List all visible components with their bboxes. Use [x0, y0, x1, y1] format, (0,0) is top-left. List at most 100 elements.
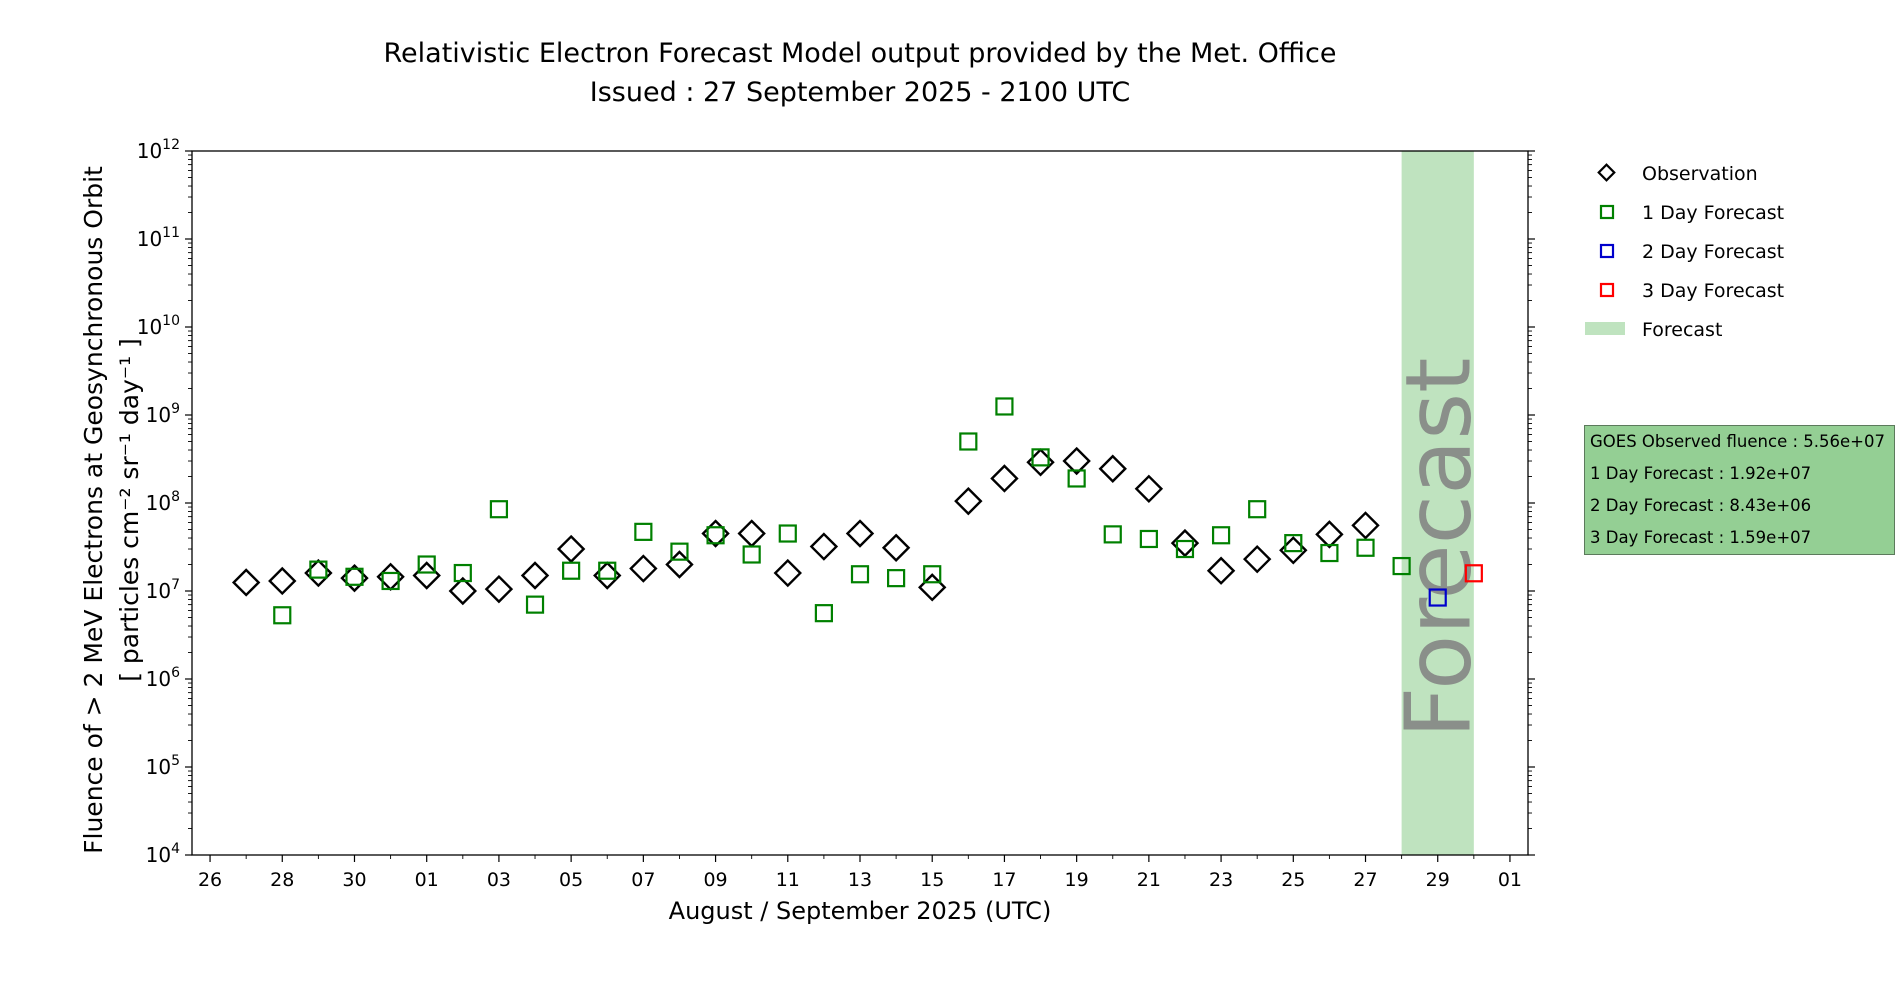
fluence-info-box: GOES Observed fluence : 5.56e+07 1 Day F… [1584, 425, 1895, 555]
y-tick-label: 1011 [137, 225, 180, 251]
observation-point [1206, 556, 1236, 585]
1-day-forecast-point [1356, 538, 1375, 557]
observation-point [629, 554, 658, 583]
x-tick-label: 01 [1498, 869, 1522, 891]
1-day-forecast-point [1139, 529, 1158, 549]
1-day-forecast-point [1211, 526, 1231, 545]
1-day-forecast-point [525, 595, 545, 614]
observation-point [845, 519, 875, 548]
observation-point [448, 576, 478, 606]
observation-point [881, 533, 911, 562]
x-tick-label: 03 [487, 869, 511, 891]
legend-label-1-day-forecast: 1 Day Forecast [1642, 202, 1785, 224]
1-day-forecast-point [995, 397, 1014, 416]
y-tick-label: 104 [146, 841, 180, 867]
info-1-day-forecast: 1 Day Forecast : 1.92e+07 [1590, 464, 1812, 483]
observation-point [231, 568, 261, 597]
observation-point [556, 534, 586, 564]
observation-point [737, 519, 766, 548]
observation-point [773, 558, 802, 588]
y-axis-label-line2: [ particles cm⁻² sr⁻¹ day⁻¹ ] [115, 338, 144, 682]
1-day-forecast-point [345, 567, 364, 586]
1-day-forecast-point [778, 524, 797, 543]
1-day-forecast-point [670, 542, 689, 561]
1-day-forecast-point [562, 561, 581, 580]
x-tick-label: 27 [1353, 869, 1377, 891]
observation-point [1098, 454, 1127, 483]
1-day-forecast-point [453, 563, 472, 583]
observation-point [1315, 520, 1344, 549]
chart-subtitle: Issued : 27 September 2025 - 2100 UTC [589, 77, 1131, 108]
legend-marker-3-day-forecast [1599, 282, 1615, 298]
x-tick-label: 15 [920, 869, 944, 891]
2-day-forecast-point [1428, 588, 1447, 607]
x-tick-label: 30 [342, 869, 366, 891]
info-3-day-forecast: 3 Day Forecast : 1.59e+07 [1590, 528, 1812, 547]
legend-label-3-day-forecast: 3 Day Forecast [1642, 280, 1785, 302]
y-tick-label: 108 [146, 489, 180, 515]
legend-label-observation: Observation [1642, 163, 1758, 185]
1-day-forecast-point [959, 432, 978, 451]
y-tick-label: 105 [146, 753, 180, 779]
info-goes-observed: GOES Observed fluence : 5.56e+07 [1590, 432, 1885, 451]
x-tick-label: 13 [848, 869, 872, 891]
1-day-forecast-point [273, 606, 292, 625]
y-axis-label-line1: Fluence of > 2 MeV Electrons at Geosynch… [79, 166, 108, 854]
1-day-forecast-point [1392, 556, 1411, 576]
x-tick-label: 01 [415, 869, 439, 891]
y-axis-label: Fluence of > 2 MeV Electrons at Geosynch… [76, 130, 148, 890]
x-tick-label: 25 [1281, 869, 1305, 891]
1-day-forecast-point [1067, 469, 1086, 488]
forecast-band-label: Forecast [1387, 358, 1492, 739]
1-day-forecast-point [887, 569, 906, 588]
1-day-forecast-point [706, 526, 725, 545]
1-day-forecast-point [814, 604, 833, 623]
x-axis-label: August / September 2025 (UTC) [668, 897, 1052, 925]
forecast-band [1401, 151, 1474, 855]
3-day-forecast-point [1464, 564, 1483, 583]
observation-point [954, 486, 983, 516]
legend-patch-forecast [1585, 322, 1625, 335]
1-day-forecast-point [417, 555, 436, 574]
info-2-day-forecast: 2 Day Forecast : 8.43e+06 [1590, 496, 1812, 515]
1-day-forecast-point [1248, 500, 1267, 519]
observation-point [990, 464, 1019, 493]
1-day-forecast-point [850, 565, 870, 584]
observation-point [809, 532, 839, 561]
legend-marker-1-day-forecast [1599, 204, 1615, 220]
observation-point [520, 561, 550, 590]
x-tick-label: 09 [703, 869, 727, 891]
x-tick-label: 19 [1065, 869, 1089, 891]
x-tick-label: 23 [1209, 869, 1233, 891]
observation-point [1242, 544, 1272, 574]
1-day-forecast-point [1320, 543, 1339, 563]
1-day-forecast-point [1031, 448, 1050, 467]
x-tick-label: 21 [1137, 869, 1161, 891]
y-tick-label: 107 [146, 577, 180, 603]
1-day-forecast-point [489, 500, 509, 519]
chart-title: Relativistic Electron Forecast Model out… [383, 38, 1337, 69]
1-day-forecast-point [1175, 539, 1195, 559]
plot-frame [191, 150, 1529, 856]
1-day-forecast-point [381, 571, 400, 591]
observation-point [1062, 446, 1091, 476]
y-tick-label: 106 [146, 665, 180, 691]
1-day-forecast-point [598, 561, 617, 580]
x-tick-label: 05 [559, 869, 583, 891]
1-day-forecast-point [634, 522, 653, 541]
legend-label-2-day-forecast: 2 Day Forecast [1642, 241, 1785, 263]
legend-label-forecast: Forecast [1642, 319, 1723, 341]
1-day-forecast-point [1103, 525, 1122, 544]
legend-marker-2-day-forecast [1599, 243, 1615, 259]
observation-point [484, 574, 514, 604]
x-tick-label: 28 [270, 869, 294, 891]
x-tick-label: 07 [631, 869, 655, 891]
1-day-forecast-point [742, 545, 761, 564]
observation-point [1134, 474, 1164, 503]
x-tick-label: 11 [776, 869, 800, 891]
x-tick-label: 17 [992, 869, 1016, 891]
y-tick-label: 1010 [137, 313, 180, 339]
1-day-forecast-point [923, 565, 942, 584]
observation-point [1351, 511, 1380, 540]
